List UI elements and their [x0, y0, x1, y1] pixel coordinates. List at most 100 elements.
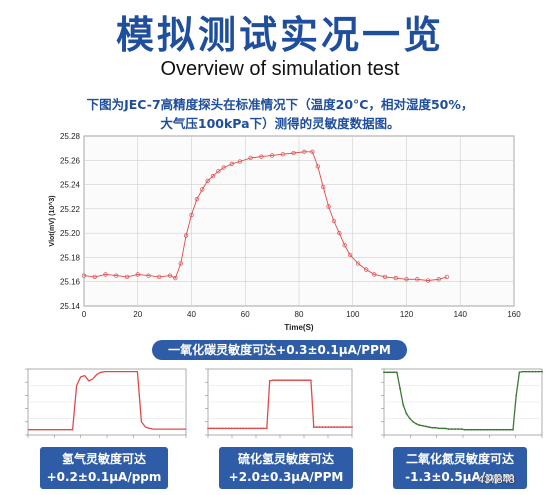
panel-data-point	[333, 426, 336, 428]
panel-data-point	[330, 426, 333, 428]
panel-data-point	[399, 387, 402, 390]
panel-data-point	[395, 371, 398, 374]
panel-data-point	[541, 370, 543, 373]
description-line-1: 下图为JEC-7高精度探头在标准情况下（温度20°C，相对湿度50%，	[86, 97, 474, 112]
panel-data-point	[447, 428, 450, 430]
panel-data-point	[502, 428, 505, 431]
series-line	[83, 151, 447, 281]
panel-data-point	[227, 427, 230, 430]
data-point	[114, 273, 119, 278]
panel-data-point	[515, 394, 518, 397]
data-point	[103, 272, 108, 277]
panel-data-point	[312, 426, 315, 428]
panel-data-point	[304, 379, 306, 382]
data-point	[189, 212, 194, 218]
panel-data-point	[207, 427, 209, 430]
panel-data-point	[421, 424, 424, 427]
data-point	[135, 272, 140, 277]
y-tick-label: 25.24	[60, 181, 81, 190]
h2s-caption-line-1: 硫化氢灵敏度可达	[237, 452, 334, 466]
co-sensitivity-caption: 一氧化碳灵敏度可达+0.3±0.1μA/PPM	[152, 340, 407, 360]
y-tick-label: 25.20	[60, 229, 81, 238]
no2-caption-line-2: -1.3±0.5μA/ppm	[405, 470, 515, 484]
panel-data-point	[245, 427, 248, 430]
watermark-id: 437848	[478, 474, 515, 486]
data-point	[315, 164, 320, 169]
h2s-sensitivity-caption: 硫化氢灵敏度可达 +2.0±0.3μA/PPM	[219, 447, 353, 489]
x-tick-label: 20	[133, 310, 142, 319]
panel-data-point	[309, 379, 312, 382]
page-subtitle: Overview of simulation test	[160, 58, 400, 80]
x-axis-label: Time(S)	[284, 323, 314, 332]
panel-data-point	[441, 427, 443, 430]
data-point	[337, 230, 342, 236]
data-point	[259, 154, 264, 159]
panel-data-point	[528, 370, 531, 373]
co-sensitivity-chart: 25.14 25.16 25.18 25.20 25.22 25.24 25.26 25.28…	[48, 132, 521, 332]
panel-data-point	[389, 371, 392, 374]
h2-caption-line-1: 氢气灵敏度可达	[61, 452, 146, 466]
panel-data-point	[479, 428, 482, 431]
panel-data-point	[321, 426, 324, 428]
panel-data-point	[307, 379, 309, 382]
panel-data-point	[392, 371, 395, 374]
data-point	[291, 150, 296, 156]
panel-data-point	[383, 371, 385, 374]
panel-data-point	[212, 427, 215, 430]
h2-sensitivity-caption: 氢气灵敏度可达 +0.2±0.1μA/ppm	[40, 447, 168, 489]
panel-data-point	[476, 428, 479, 431]
panel-data-point	[489, 428, 492, 431]
data-point	[382, 274, 388, 280]
data-point	[216, 169, 221, 174]
data-point	[237, 159, 243, 164]
data-point	[372, 272, 377, 277]
panel-data-point	[262, 427, 265, 430]
y-tick-label: 25.14	[60, 302, 81, 311]
panel-data-point	[495, 428, 498, 431]
panel-data-point	[236, 427, 239, 430]
panel-data-point	[215, 427, 218, 430]
panel-data-point	[224, 427, 227, 430]
panel-data-point	[466, 428, 469, 431]
panel-data-point	[268, 379, 271, 382]
data-point	[210, 173, 216, 179]
panel-data-point	[415, 422, 418, 425]
panel-data-point	[521, 370, 524, 373]
panel-data-point	[444, 427, 447, 430]
panel-data-point	[210, 427, 212, 430]
x-tick-label: 140	[454, 310, 468, 319]
panel-data-point	[295, 379, 298, 382]
panel-data-point	[277, 379, 280, 382]
x-tick-label: 40	[187, 310, 196, 319]
panel-data-point	[531, 370, 534, 373]
h2-caption-line-2: +0.2±0.1μA/ppm	[46, 470, 162, 484]
panel-data-point	[460, 428, 463, 430]
y-tick-label: 25.28	[60, 132, 81, 141]
y-tick-label: 25.18	[60, 253, 81, 262]
panel-data-point	[248, 427, 251, 430]
x-tick-label: 160	[507, 310, 521, 319]
data-point	[415, 277, 420, 282]
x-tick-label: 120	[400, 310, 414, 319]
data-point	[146, 273, 151, 278]
panel-data-point	[450, 428, 453, 430]
x-tick-label: 100	[346, 310, 360, 319]
data-point	[393, 275, 398, 281]
description-line-2: 大气压100kPa下）测得的灵敏度数据图。	[160, 116, 400, 131]
panel-data-point	[431, 426, 434, 429]
panel-data-point	[454, 428, 456, 430]
data-point	[302, 149, 307, 154]
panel-data-point	[298, 379, 301, 382]
panel-data-point	[348, 426, 350, 428]
h2s-caption-line-2: +2.0±0.3μA/PPM	[228, 470, 344, 484]
panel-data-point	[425, 425, 427, 428]
data-point	[173, 275, 178, 281]
panel-data-point	[342, 426, 345, 428]
data-point	[326, 204, 331, 209]
panel-data-point	[265, 427, 268, 430]
panel-data-point	[259, 427, 262, 430]
data-point	[280, 152, 286, 157]
panel-data-point	[301, 379, 303, 382]
panel-data-point	[518, 371, 521, 374]
panel-data-point	[324, 426, 327, 428]
